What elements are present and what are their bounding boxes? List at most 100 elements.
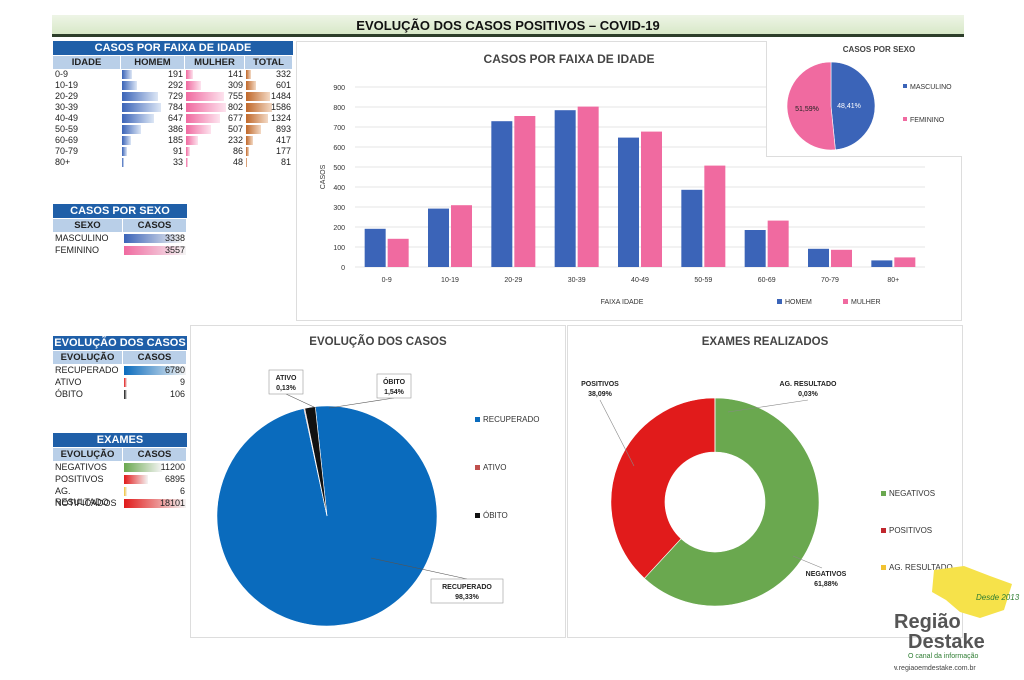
callout-box [376, 373, 412, 399]
legend-label: RECUPERADO [483, 415, 539, 424]
homem-bar [122, 158, 124, 167]
bar-mulher [577, 106, 599, 267]
total-bar [246, 81, 256, 90]
row-label: ÓBITO [55, 389, 83, 399]
exames-donut-title: EXAMES REALIZADOS [702, 336, 829, 348]
x-tick-label: 60-69 [758, 277, 776, 284]
table-row: ÓBITO 106 [53, 389, 187, 400]
y-tick-label: 400 [333, 185, 345, 192]
age-label: 0-9 [55, 69, 69, 79]
row-value: 106 [169, 389, 185, 399]
exames-table: EXAMES EVOLUÇÃO CASOS NEGATIVOS 11200 POSI… [53, 433, 187, 509]
slice-negativos [643, 397, 820, 607]
callout-leader [792, 555, 823, 569]
mulher-bar [186, 114, 220, 123]
homem-cell: 784 [121, 102, 185, 113]
mulher-value: 802 [227, 102, 243, 112]
mulher-bar [186, 92, 224, 101]
callout-value: 1,54% [384, 389, 405, 396]
x-axis-label: FAIXA IDADE [601, 299, 644, 306]
slice--bito [304, 406, 328, 517]
col-casos: CASOS [123, 448, 187, 461]
sex-data-label: 51,59% [795, 106, 819, 113]
age-bar-chart: CASOS POR FAIXA DE IDADE 0 100 200 300 400 500… [320, 52, 925, 306]
age-label: 30-39 [55, 102, 79, 112]
value-cell: 6 [123, 486, 187, 497]
table-row: 0-9 191 141 332 [53, 69, 293, 80]
legend-swatch [475, 465, 480, 470]
value-cell: 9 [123, 377, 187, 388]
bar-homem [364, 228, 386, 267]
table-row: MASCULINO 3338 [53, 233, 187, 244]
y-tick-label: 600 [333, 145, 345, 152]
row-value: 6 [179, 486, 185, 496]
homem-value: 91 [172, 146, 183, 156]
total-cell: 893 [245, 124, 293, 135]
bar-mulher [514, 116, 536, 267]
legend-label: FEMININO [910, 117, 945, 124]
legend-swatch [777, 299, 782, 304]
callout-leader [599, 399, 635, 467]
evolucao-pie-chart: EVOLUÇÃO DOS CASOS RECUPERADO ATIVO ÓBITO RE… [216, 335, 539, 627]
col-casos: CASOS [123, 351, 187, 364]
legend-label: NEGATIVOS [889, 489, 935, 498]
table-row: 40-49 647 677 1324 [53, 113, 293, 124]
mulher-value: 86 [232, 146, 243, 156]
legend-swatch [881, 565, 886, 570]
evolucao-pie-panel: EVOLUÇÃO DOS CASOS RECUPERADO ATIVO ÓBITO RE… [190, 325, 566, 638]
age-label: 70-79 [55, 146, 79, 156]
mulher-bar [186, 70, 194, 79]
legend-label: AG. RESULTADO [889, 563, 953, 572]
table-row: AG. RESULTADO 6 [53, 486, 187, 507]
callout-box [430, 578, 504, 604]
col-evolucao: EVOLUÇÃO [53, 351, 123, 364]
homem-value: 191 [167, 69, 183, 79]
table-row: NOTIFICADOS 18101 [53, 498, 187, 509]
table-row: ATIVO 9 [53, 377, 187, 388]
mulher-value: 677 [227, 113, 243, 123]
total-cell: 1324 [245, 113, 293, 124]
col-sexo: SEXO [53, 219, 123, 232]
mulher-value: 507 [227, 124, 243, 134]
slice-feminino [786, 61, 836, 151]
legend-label: POSITIVOS [889, 526, 932, 535]
age-label: 10-19 [55, 80, 79, 90]
callout-box [268, 369, 304, 395]
age-label: 40-49 [55, 113, 79, 123]
bar-homem [491, 121, 513, 267]
bar-mulher [641, 131, 662, 267]
legend-swatch [903, 84, 907, 88]
y-axis-label: CASOS [320, 164, 327, 189]
col-casos: CASOS [123, 219, 187, 232]
homem-bar [122, 70, 132, 79]
callout-label: AG. RESULTADO [780, 381, 837, 388]
mulher-cell: 86 [185, 146, 245, 157]
value-bar [124, 246, 186, 255]
total-value: 332 [275, 69, 291, 79]
age-label: 20-29 [55, 91, 79, 101]
value-cell: 6895 [123, 474, 187, 485]
homem-value: 185 [167, 135, 183, 145]
x-tick-label: 50-59 [694, 277, 712, 284]
row-label: FEMININO [55, 245, 99, 255]
bar-mulher [894, 257, 916, 267]
logo-since: Desde 2013 [976, 593, 1020, 602]
row-label: POSITIVOS [55, 474, 104, 484]
homem-cell: 647 [121, 113, 185, 124]
mulher-value: 309 [227, 80, 243, 90]
row-value: 18101 [159, 498, 185, 508]
table-row: FEMININO 3557 [53, 245, 187, 256]
value-cell: 18101 [123, 498, 187, 509]
page-title: EVOLUÇÃO DOS CASOS POSITIVOS – COVID-19 [52, 15, 964, 37]
x-tick-label: 80+ [887, 277, 899, 284]
legend-label: ATIVO [483, 463, 506, 472]
callout-value: 98,33% [455, 594, 480, 601]
callout-value: 38,09% [588, 391, 613, 398]
y-tick-label: 200 [333, 225, 345, 232]
col-homem: HOMEM [121, 56, 185, 69]
callout-label: NEGATIVOS [806, 571, 847, 578]
x-tick-label: 0-9 [382, 277, 392, 284]
table-row: 80+ 33 48 81 [53, 157, 293, 168]
mulher-cell: 48 [185, 157, 245, 168]
mulher-bar [186, 158, 189, 167]
